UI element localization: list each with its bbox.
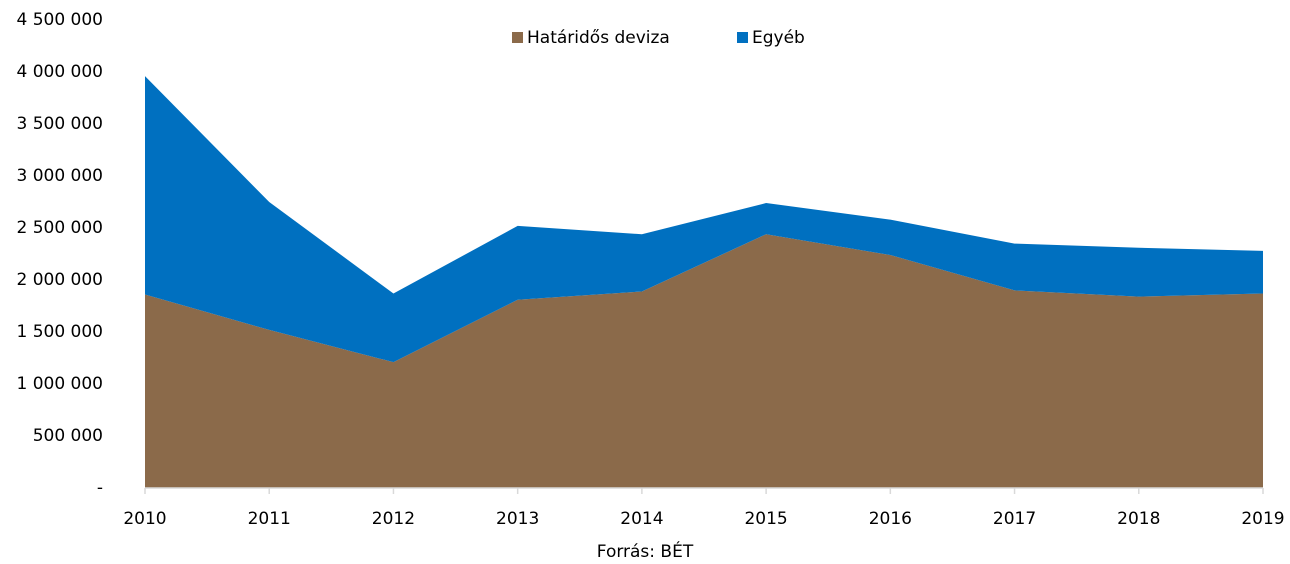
x-tick-label: 2013 [496,509,539,529]
y-tick-label: 500 000 [33,426,103,446]
legend-label: Határidős deviza [527,28,670,48]
y-tick-label: 4 000 000 [16,62,103,82]
x-tick-label: 2018 [1117,509,1160,529]
source-note: Forrás: BÉT [597,540,694,562]
y-tick-label: 1 500 000 [16,322,103,342]
area [145,234,1263,488]
x-tick-label: 2019 [1241,509,1284,529]
legend-label: Egyéb [752,28,805,48]
legend-swatch [512,32,523,43]
y-tick-label: 2 500 000 [16,218,103,238]
x-tick-label: 2017 [993,509,1036,529]
y-tick-label: 3 000 000 [16,166,103,186]
y-tick-label: - [97,478,103,498]
y-tick-label: 3 500 000 [16,114,103,134]
x-tick-label: 2015 [744,509,787,529]
x-tick-label: 2011 [248,509,291,529]
y-tick-label: 1 000 000 [16,374,103,394]
x-tick-label: 2012 [372,509,415,529]
legend-swatch [737,32,748,43]
x-tick-label: 2014 [620,509,663,529]
y-tick-label: 4 500 000 [16,10,103,30]
x-tick-label: 2016 [869,509,912,529]
y-tick-label: 2 000 000 [16,270,103,290]
area [145,76,1263,363]
x-tick-label: 2010 [123,509,166,529]
